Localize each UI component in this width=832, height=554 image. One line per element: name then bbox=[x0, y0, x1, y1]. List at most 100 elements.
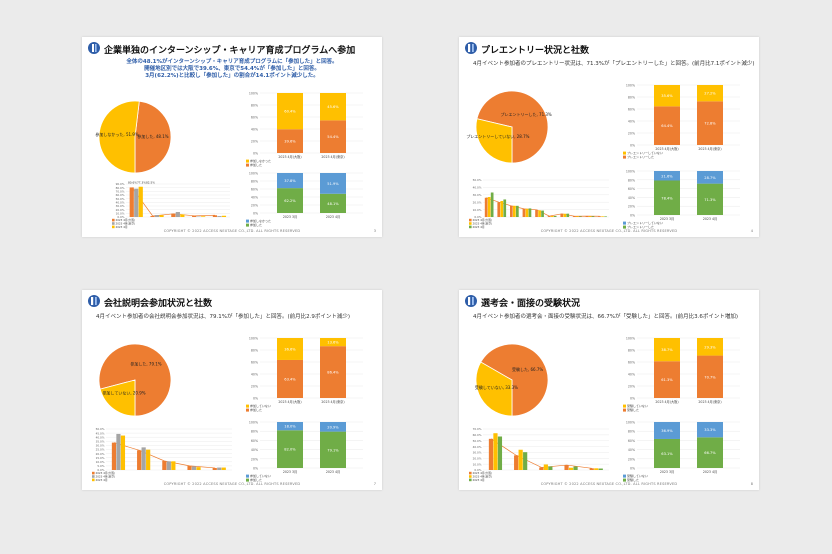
axis-tick: 10.0% bbox=[116, 212, 125, 216]
column-bar bbox=[568, 467, 574, 470]
axis-tick: 0% bbox=[253, 467, 258, 471]
stack-bar bbox=[697, 183, 723, 215]
column-bar bbox=[547, 216, 551, 217]
column-bar bbox=[497, 202, 501, 217]
column-chart: 50.0%45.0%40.0%35.0%30.0%25.0%20.0%15.0%… bbox=[92, 427, 232, 482]
legend-label: 2023 4月(大阪) bbox=[96, 471, 116, 475]
stack-bar bbox=[320, 431, 346, 468]
axis-tick: 100% bbox=[626, 84, 635, 88]
axis-tick: 70.0% bbox=[116, 190, 125, 194]
column-bar bbox=[171, 213, 176, 217]
legend-label: 参加していない bbox=[250, 403, 271, 408]
axis-tick: 40% bbox=[628, 120, 635, 124]
stack-bar bbox=[320, 193, 346, 213]
pie-slice bbox=[475, 118, 513, 164]
slide-lead: 4月イベント参加者の会社説明会参加状況は、79.1%が「参加した」と回答。(前月… bbox=[96, 314, 351, 320]
column-bar bbox=[516, 205, 519, 217]
pie-label: 参加しなかった, 51.9% bbox=[95, 131, 138, 137]
column-bar bbox=[503, 199, 507, 217]
legend-swatch bbox=[469, 475, 472, 478]
pie-slice bbox=[98, 343, 172, 417]
pie-label: 参加した, 79.1% bbox=[130, 361, 161, 367]
axis-tick: 70.0% bbox=[473, 427, 482, 431]
legend-swatch bbox=[246, 219, 249, 223]
category-label: 2023 4月(大阪) bbox=[278, 154, 301, 159]
axis-tick: 25.0% bbox=[96, 448, 105, 452]
column-top-label: 82.5% bbox=[146, 181, 155, 185]
stack-bar bbox=[654, 171, 680, 181]
slide-lead: 4月イベント参加者の選考会・面接の受験状況は、66.7%が「受験した」と回答。(… bbox=[473, 314, 739, 320]
axis-tick: 0% bbox=[253, 152, 258, 156]
pie-chart: 参加した, 48.1%参加しなかった, 51.9% bbox=[95, 100, 172, 174]
category-label: 2023 4月(東京) bbox=[321, 154, 344, 159]
axis-tick: 80% bbox=[628, 430, 635, 434]
axis-tick: 80% bbox=[628, 349, 635, 353]
column-bar bbox=[166, 461, 171, 470]
column-bar bbox=[601, 216, 604, 217]
column-bar bbox=[579, 216, 582, 217]
axis-tick: 0% bbox=[253, 397, 258, 401]
slide-internship: 企業単独のインターンシップ・キャリア育成プログラムへ参加 全体の48.1%がイン… bbox=[82, 37, 382, 237]
bar-label: 18.0% bbox=[284, 425, 296, 429]
bar-label: 28.7% bbox=[704, 176, 716, 180]
column-bar bbox=[137, 450, 142, 470]
axis-tick: 30.0% bbox=[473, 451, 482, 455]
column-bar bbox=[591, 216, 595, 217]
axis-tick: 60% bbox=[251, 188, 258, 192]
category-label: 2023 4月(東京) bbox=[698, 146, 721, 151]
slide-pre-entry: プレエントリー状況と社数 4月イベント参加者のプレエントリー状況は、71.3%が… bbox=[459, 37, 759, 237]
legend-swatch bbox=[112, 222, 115, 225]
legend-label: 2023 4月(東京) bbox=[473, 221, 493, 225]
column-bar bbox=[129, 187, 134, 217]
bar-label: 21.6% bbox=[661, 174, 673, 178]
stack-bar bbox=[277, 173, 303, 189]
column-bar bbox=[560, 213, 564, 217]
axis-tick: 0.0% bbox=[474, 468, 481, 472]
legend-label: 2023 4月(大阪) bbox=[473, 218, 493, 222]
column-bar bbox=[116, 433, 121, 470]
column-bar bbox=[585, 216, 589, 217]
legend-label: プレエントリーした bbox=[627, 154, 654, 159]
legend-swatch bbox=[623, 478, 626, 482]
bar-label: 72.8% bbox=[704, 122, 716, 126]
column-bar bbox=[576, 216, 579, 217]
footer: COPYRIGHT © 2022 ACCESS NEXTAGE CO.,LTD.… bbox=[163, 229, 301, 233]
legend-swatch bbox=[246, 474, 249, 478]
slide-number-icon bbox=[465, 295, 477, 307]
axis-tick: 10.0% bbox=[96, 460, 105, 464]
bar-label: 63.1% bbox=[661, 452, 673, 456]
column-bar bbox=[510, 205, 513, 217]
axis-tick: 20% bbox=[628, 132, 635, 136]
stack-bar bbox=[654, 180, 680, 215]
axis-tick: 80% bbox=[251, 349, 258, 353]
axis-tick: 40% bbox=[628, 448, 635, 452]
column-bar bbox=[212, 215, 218, 217]
slide-title: 会社説明会参加状況と社数 bbox=[104, 299, 213, 309]
pie-slice bbox=[475, 361, 513, 417]
column-bar bbox=[493, 433, 498, 470]
category-label: 2023 4月(東京) bbox=[698, 399, 721, 404]
stack-bar bbox=[277, 430, 303, 468]
column-bar bbox=[594, 468, 599, 470]
axis-tick: 90.0% bbox=[116, 182, 125, 186]
legend-swatch bbox=[92, 478, 95, 482]
trend-line bbox=[131, 187, 216, 217]
category-label: 2023 4月(大阪) bbox=[655, 399, 678, 404]
axis-tick: 20% bbox=[628, 385, 635, 389]
bar-label: 60.4% bbox=[284, 110, 296, 114]
stack-bar bbox=[697, 437, 723, 468]
legend-swatch bbox=[246, 159, 249, 163]
axis-tick: 20% bbox=[628, 205, 635, 209]
column-bar bbox=[528, 208, 532, 217]
slide-title: プレエントリー状況と社数 bbox=[481, 46, 590, 56]
bar-label: 54.4% bbox=[327, 135, 339, 139]
bar-label: 62.2% bbox=[284, 199, 296, 203]
page-number: 3 bbox=[373, 229, 376, 233]
pie-chart: 受験した, 66.7% 受験していない, 33.3% bbox=[475, 343, 549, 417]
axis-tick: 0% bbox=[253, 212, 258, 216]
bar-label: 71.3% bbox=[704, 198, 716, 202]
legend-label: 2023 4月 bbox=[116, 225, 128, 229]
axis-tick: 100% bbox=[626, 421, 635, 425]
column-bar bbox=[598, 216, 601, 217]
axis-tick: 50.0% bbox=[473, 178, 482, 182]
